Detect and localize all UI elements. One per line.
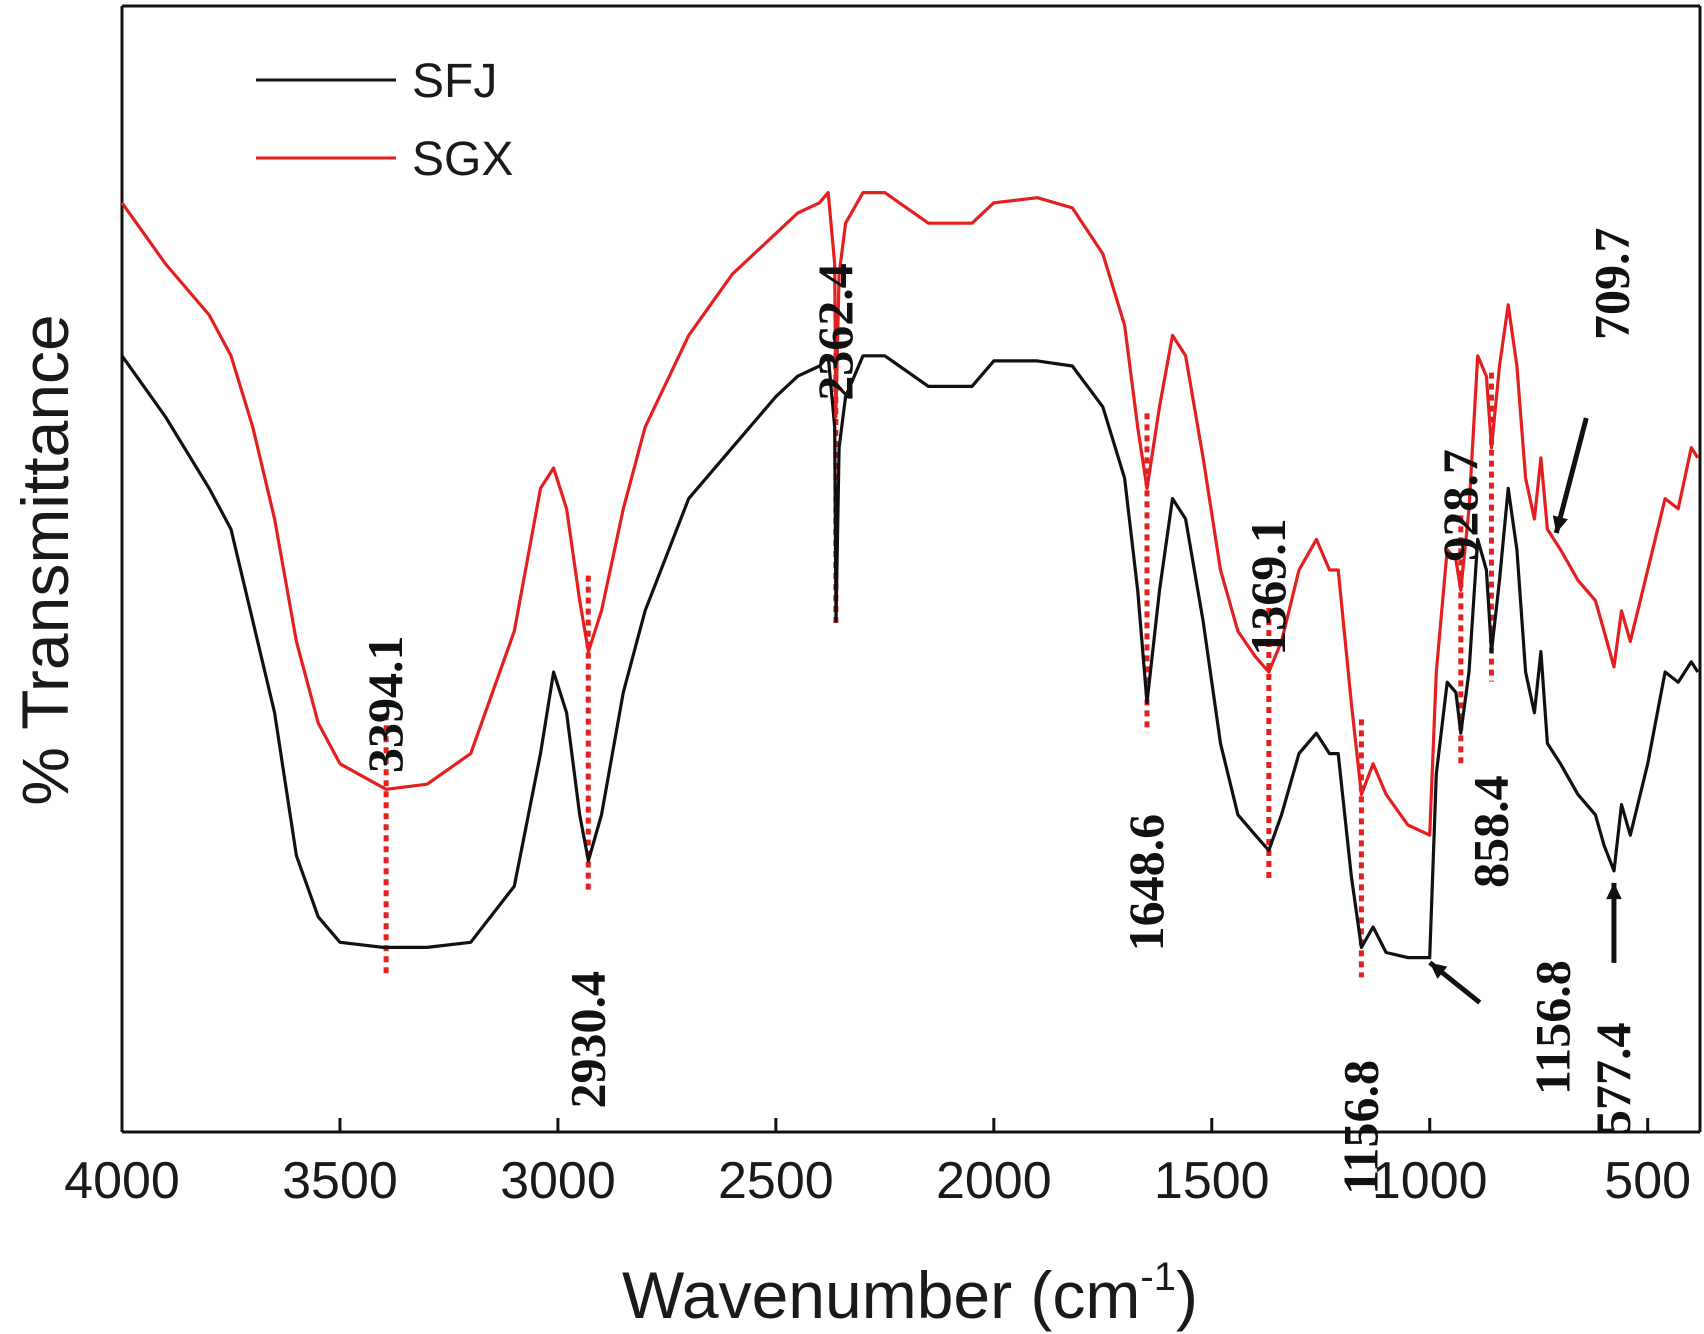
- x-tick-label: 4000: [64, 1152, 180, 1210]
- plot-frame: [120, 4, 1702, 1134]
- arrow-head: [1429, 962, 1448, 979]
- x-tick-label: 1500: [1154, 1152, 1270, 1210]
- peak-label: 2362.4: [807, 263, 863, 401]
- peak-label: 928.7: [1432, 449, 1488, 562]
- arrow-head: [1552, 515, 1568, 534]
- x-axis-title: Wavenumber (cm-1): [622, 1255, 1198, 1332]
- arrow-shaft: [1553, 417, 1589, 534]
- legend: SFJ SGX: [256, 55, 513, 186]
- series-line-sgx: [120, 191, 1700, 837]
- x-tick-label: 2000: [936, 1152, 1052, 1210]
- x-axis-title-sup: -1: [1140, 1255, 1176, 1299]
- peak-label: 858.4: [1462, 775, 1518, 888]
- x-axis-title-main: Wavenumber (cm: [622, 1258, 1140, 1332]
- peak-label: 1156.8: [1332, 1060, 1388, 1195]
- y-axis-title: % Transmittance: [8, 314, 82, 806]
- legend-label-sgx: SGX: [412, 133, 513, 186]
- series-line-sfj: [120, 354, 1700, 960]
- legend-label-sfj: SFJ: [412, 55, 497, 108]
- x-axis-ticks: 4000 3500 3000 2500 2000 1500 1000 500: [64, 1118, 1691, 1210]
- peak-label: 1369.1: [1240, 518, 1296, 656]
- arrow-label: 709.7: [1583, 228, 1639, 341]
- series-layer: [120, 191, 1700, 960]
- x-tick-label: 500: [1604, 1152, 1691, 1210]
- peak-labels: 3394.1 2930.4 2362.4 1648.6 1369.1 1156.8 928.…: [357, 263, 1518, 1195]
- x-tick-label: 2500: [718, 1152, 834, 1210]
- x-tick-label: 1000: [1372, 1152, 1488, 1210]
- x-axis-title-close: ): [1176, 1258, 1198, 1332]
- arrow-head: [1606, 882, 1622, 900]
- arrow-annotations: 709.7 1156.8 577.4: [1428, 228, 1641, 1136]
- x-tick-label: 3500: [282, 1152, 398, 1210]
- arrow-label: 1156.8: [1525, 960, 1581, 1095]
- x-tick-label: 3000: [500, 1152, 616, 1210]
- arrow-label: 577.4: [1585, 1023, 1641, 1136]
- peak-label: 2930.4: [559, 971, 615, 1109]
- peak-label: 1648.6: [1118, 814, 1174, 952]
- peak-marker-lines: [383, 342, 1494, 978]
- peak-label: 3394.1: [357, 636, 413, 774]
